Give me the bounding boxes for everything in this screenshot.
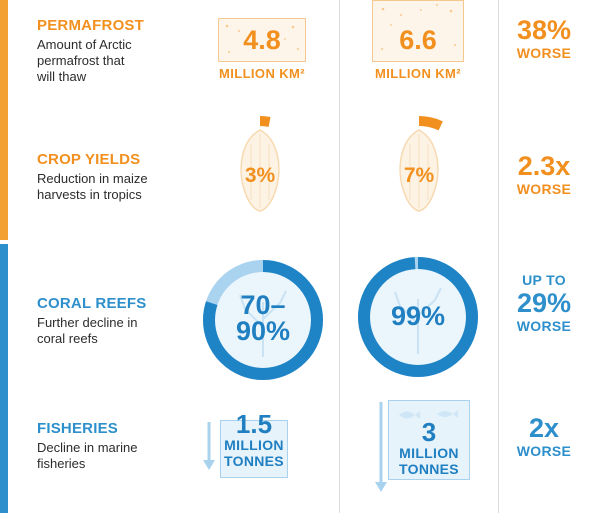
crop-arc-2 bbox=[419, 116, 443, 131]
coral-desc-1: Further decline in bbox=[37, 315, 138, 330]
permafrost-ratio-value: 38% bbox=[516, 15, 572, 45]
coral-donut-2 bbox=[358, 257, 478, 377]
crop-desc-1: Reduction in maize bbox=[37, 171, 148, 186]
permafrost-box-2: 6.6 bbox=[372, 0, 464, 62]
permafrost-ratio: 38% WORSE bbox=[502, 16, 586, 62]
corn-cob-icon bbox=[240, 129, 280, 212]
coral-ratio-prefix: UP TO bbox=[522, 272, 566, 288]
crop-value-1: 3% bbox=[244, 164, 276, 187]
permafrost-value-2: 6.6 bbox=[399, 25, 437, 55]
coral-ratio-word: WORSE bbox=[516, 318, 572, 334]
permafrost-value-1: 4.8 bbox=[243, 25, 281, 55]
coral-ratio: UP TO 29% WORSE bbox=[502, 271, 586, 335]
orange-side-bar bbox=[0, 0, 8, 240]
coral-value-2: 99% bbox=[390, 301, 446, 331]
crop-label: CROP YIELDS Reduction in maize harvests … bbox=[37, 151, 197, 203]
fisheries-value-1: 1.5 bbox=[235, 409, 273, 439]
permafrost-desc-1: Amount of Arctic bbox=[37, 37, 132, 52]
coral-value-1-line-2: 90% bbox=[235, 316, 291, 346]
crop-arc-1 bbox=[260, 116, 271, 127]
crop-desc-2: harvests in tropics bbox=[37, 187, 142, 202]
coral-donut-1 bbox=[203, 260, 323, 380]
coral-icon bbox=[394, 287, 442, 354]
permafrost-title: PERMAFROST bbox=[37, 17, 144, 34]
coral-value-1-line-1: 70– bbox=[240, 290, 286, 320]
permafrost-ratio-word: WORSE bbox=[516, 45, 572, 61]
fisheries-value-2: 3 bbox=[421, 417, 437, 447]
permafrost-desc-2: permafrost that bbox=[37, 53, 125, 68]
column-divider-left bbox=[339, 0, 340, 513]
corn-cob-icon bbox=[399, 129, 439, 212]
coral-ring-2 bbox=[358, 257, 478, 377]
coral-title: CORAL REEFS bbox=[37, 295, 147, 312]
down-arrow-icon bbox=[375, 402, 387, 492]
fish-icon bbox=[399, 410, 458, 419]
coral-icon bbox=[239, 290, 287, 357]
fisheries-ratio: 2x WORSE bbox=[502, 414, 586, 460]
crop-value-2: 7% bbox=[403, 164, 435, 187]
fisheries-title: FISHERIES bbox=[37, 420, 118, 437]
coral-label: CORAL REEFS Further decline in coral ree… bbox=[37, 295, 197, 347]
coral-ratio-value: 29% bbox=[516, 288, 572, 318]
blue-side-bar bbox=[0, 244, 8, 513]
permafrost-label: PERMAFROST Amount of Arctic permafrost t… bbox=[37, 17, 197, 85]
crop-ratio-word: WORSE bbox=[516, 181, 572, 197]
snow-dots-icon bbox=[381, 4, 456, 50]
fisheries-label: FISHERIES Decline in marine fisheries bbox=[37, 420, 197, 472]
permafrost-desc-3: will thaw bbox=[37, 69, 87, 84]
fisheries-unit-2-line-2: TONNES bbox=[399, 461, 459, 477]
fisheries-desc-2: fisheries bbox=[37, 456, 86, 471]
fisheries-desc-1: Decline in marine bbox=[37, 440, 138, 455]
fisheries-ratio-value: 2x bbox=[528, 413, 560, 443]
snow-dots-icon bbox=[225, 24, 299, 53]
permafrost-box-1: 4.8 bbox=[218, 18, 306, 62]
column-divider-right bbox=[498, 0, 499, 513]
crop-ratio: 2.3x WORSE bbox=[502, 152, 586, 198]
fisheries-unit-1-line-1: MILLION bbox=[224, 437, 284, 453]
permafrost-unit-1: MILLION KM² bbox=[219, 66, 305, 81]
coral-value-1: 70– 90% bbox=[200, 290, 326, 346]
crop-gauge-2 bbox=[399, 116, 443, 212]
crop-gauge-1 bbox=[240, 116, 280, 212]
fisheries-box-2: 3 MILLION TONNES bbox=[388, 400, 470, 480]
fisheries-ratio-word: WORSE bbox=[516, 443, 572, 459]
fisheries-unit-1-line-2: TONNES bbox=[224, 453, 284, 469]
crop-ratio-value: 2.3x bbox=[517, 151, 571, 181]
fisheries-box-1: 1.5 MILLION TONNES bbox=[220, 411, 288, 478]
permafrost-unit-2: MILLION KM² bbox=[375, 66, 461, 81]
crop-title: CROP YIELDS bbox=[37, 151, 141, 168]
coral-ring-1 bbox=[203, 260, 323, 380]
fisheries-unit-2-line-1: MILLION bbox=[399, 445, 459, 461]
down-arrow-icon bbox=[203, 422, 215, 470]
coral-desc-2: coral reefs bbox=[37, 331, 98, 346]
